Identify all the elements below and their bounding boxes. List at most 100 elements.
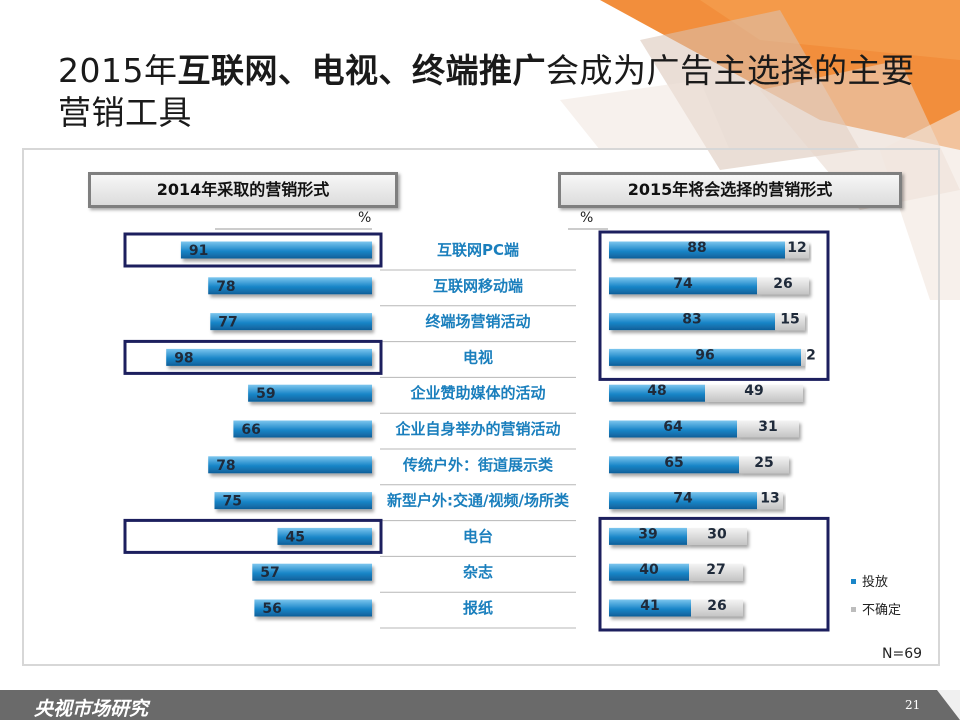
bar-2015-deploy [609, 384, 705, 402]
bar-2014-value: 78 [216, 279, 235, 295]
bar-2015-deploy-value: 40 [639, 562, 659, 578]
bar-2015-uncertain [689, 563, 743, 581]
bar-2015-deploy-value: 74 [673, 491, 693, 507]
bar-2015-uncertain [757, 492, 783, 510]
bar-2015-uncertain [775, 313, 805, 331]
bar-2014 [166, 348, 372, 366]
footer-corner-accent [937, 690, 960, 720]
bar-2015-uncertain [785, 241, 809, 259]
highlight-box-2015 [598, 230, 830, 381]
category-label: 互联网PC端 [437, 241, 519, 259]
legend-label: 不确定 [862, 603, 901, 618]
category-label: 互联网移动端 [433, 277, 523, 295]
bar-2015-uncertain-value: 30 [707, 526, 727, 542]
bar-2015-deploy-value: 41 [640, 598, 659, 614]
bar-2014-value: 78 [216, 458, 235, 474]
bar-2015-uncertain [687, 527, 747, 545]
bar-2015-uncertain-value: 31 [758, 419, 777, 435]
bar-2014-value: 98 [174, 350, 193, 366]
chart-panel [22, 148, 940, 666]
bar-2014-value: 75 [223, 494, 242, 510]
category-label: 企业赞助媒体的活动 [409, 384, 545, 402]
bar-2015-deploy [609, 313, 775, 331]
right-chart-header: 2015年将会选择的营销形式 [558, 172, 902, 208]
bar-2014 [233, 420, 372, 438]
bar-2015-deploy-value: 96 [695, 347, 714, 363]
bar-2015-deploy-value: 83 [682, 312, 701, 328]
slide-title: 2015年互联网、电视、终端推广会成为广告主选择的主要营销工具 [58, 50, 918, 134]
highlight-box-2014 [123, 339, 383, 375]
bar-2014 [277, 527, 372, 545]
category-label: 报纸 [463, 599, 493, 617]
bar-2015-uncertain [737, 420, 799, 438]
left-unit-label: % [358, 210, 372, 226]
bar-2015-deploy [609, 563, 689, 581]
category-label: 新型户外:交通/视频/场所类 [387, 492, 570, 510]
bar-2015-uncertain [705, 384, 803, 402]
bar-2014 [254, 599, 372, 617]
bar-2015-deploy-value: 88 [687, 240, 706, 256]
bar-2015-deploy [609, 241, 785, 259]
bar-2014 [252, 563, 372, 581]
bar-2015-deploy [609, 420, 737, 438]
bar-2015-uncertain [691, 599, 743, 617]
bar-2014-value: 77 [218, 315, 237, 331]
bar-2015-deploy [609, 277, 757, 295]
bar-2014 [210, 313, 372, 331]
bar-2015-deploy-value: 74 [673, 276, 693, 292]
bar-2015-deploy [609, 599, 691, 617]
sample-size: N=69 [882, 646, 923, 662]
bar-2015-uncertain-value: 26 [773, 276, 792, 292]
title-part-1: 2015年 [58, 51, 178, 90]
highlight-box-2014 [123, 232, 383, 268]
category-label: 电视 [463, 348, 493, 366]
legend-swatch [851, 579, 856, 584]
bar-2014-value: 66 [241, 422, 260, 438]
bar-2015-uncertain-value: 25 [754, 455, 773, 471]
bar-2014-value: 59 [256, 386, 275, 402]
bar-2014-value: 56 [262, 601, 281, 617]
bar-2014 [214, 492, 372, 510]
bar-2015-uncertain-value: 12 [787, 240, 806, 256]
bar-2015-uncertain [739, 456, 789, 474]
highlight-box-2015 [598, 516, 830, 632]
bar-2015-uncertain-value: 26 [707, 598, 726, 614]
title-part-2: 互联网、电视、终端推广 [177, 51, 546, 90]
bar-2015-uncertain [757, 277, 809, 295]
bar-2015-deploy [609, 456, 739, 474]
bar-2015-uncertain [801, 348, 805, 366]
title-part-3: 会成为广告主选择的主要营销工具 [58, 51, 915, 132]
bar-2015-uncertain-value: 49 [744, 383, 763, 399]
legend-label: 投放 [862, 574, 888, 590]
bar-2014 [208, 456, 372, 474]
category-label: 传统户外：街道展示类 [402, 456, 554, 474]
bar-2015-uncertain-value: 2 [806, 347, 816, 363]
bar-2014-value: 91 [189, 243, 208, 259]
bar-2015-uncertain-value: 13 [760, 491, 779, 507]
footer-bar [0, 690, 960, 720]
left-chart-header: 2014年采取的营销形式 [88, 172, 398, 208]
bar-2015-deploy [609, 348, 801, 366]
category-label: 杂志 [463, 563, 493, 581]
footer-brand: 央视市场研究 [34, 698, 149, 720]
page-number: 21 [905, 698, 921, 712]
bar-2015-uncertain-value: 15 [780, 312, 799, 328]
bar-2014-value: 57 [260, 565, 279, 581]
bar-2015-deploy-value: 39 [638, 526, 657, 542]
bar-2015-deploy [609, 492, 757, 510]
bar-2014-value: 45 [286, 529, 305, 545]
category-label: 企业自身举办的营销活动 [394, 420, 560, 438]
right-unit-label: % [580, 210, 594, 226]
bar-2015-deploy-value: 48 [647, 383, 666, 399]
bar-2015-deploy-value: 64 [663, 419, 683, 435]
legend-swatch [851, 607, 856, 612]
bar-2015-deploy-value: 65 [664, 455, 683, 471]
bar-2015-deploy [609, 527, 687, 545]
bar-2014 [248, 384, 372, 402]
category-label: 终端场营销活动 [425, 313, 530, 331]
bar-2014 [180, 241, 372, 259]
category-label: 电台 [463, 527, 493, 545]
bar-2014 [208, 277, 372, 295]
